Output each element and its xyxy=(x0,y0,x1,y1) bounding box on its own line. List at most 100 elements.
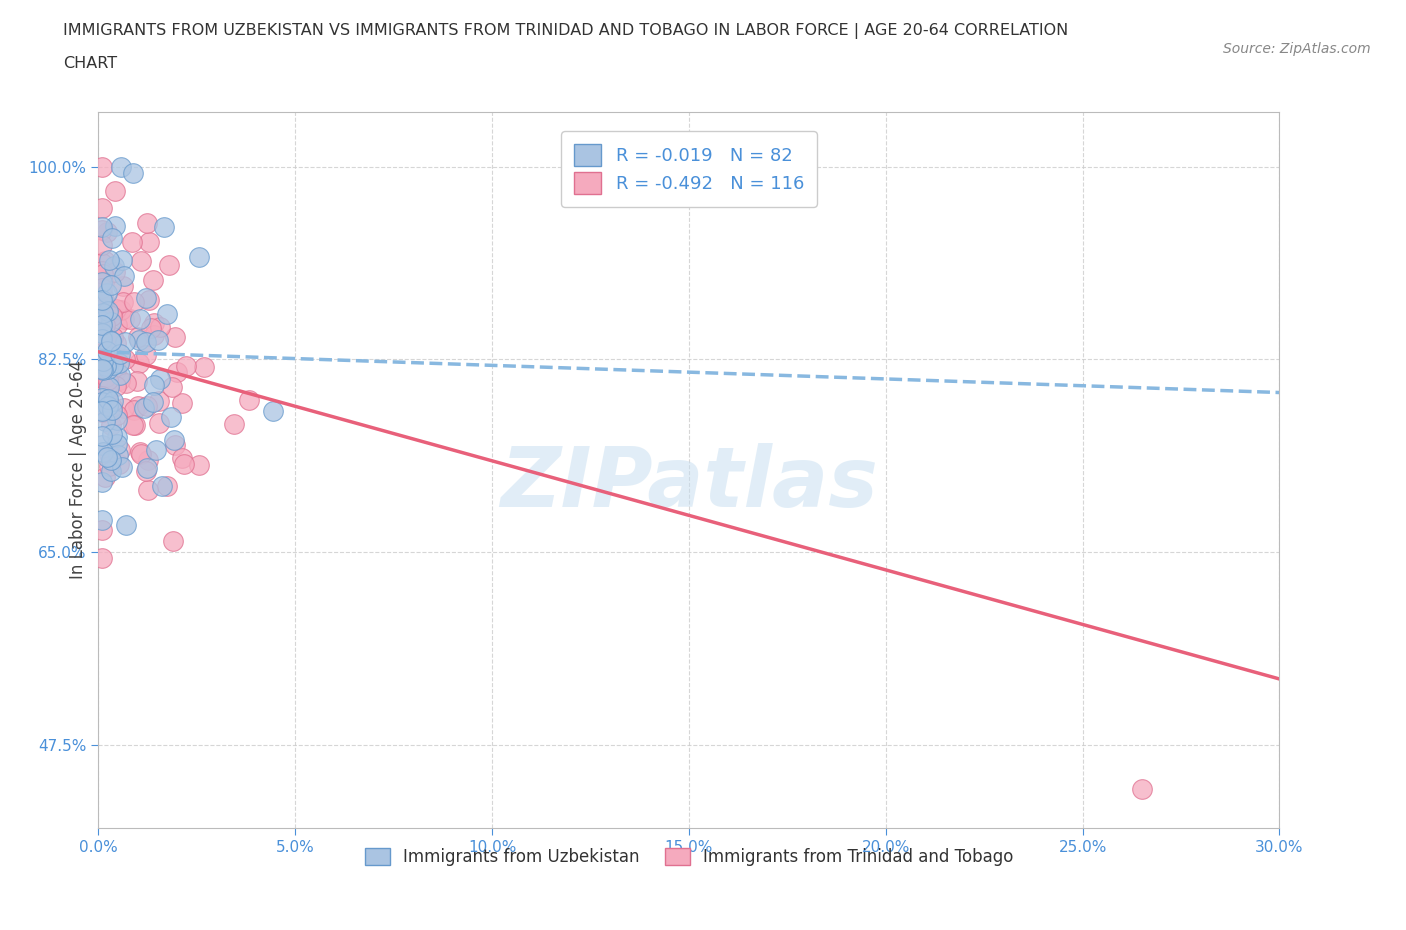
Point xyxy=(149,320,172,335)
Point xyxy=(104,219,127,233)
Point xyxy=(91,428,114,443)
Point xyxy=(121,418,143,432)
Point xyxy=(125,374,148,389)
Point xyxy=(1130,782,1153,797)
Point xyxy=(150,479,173,494)
Point xyxy=(91,288,114,303)
Point xyxy=(120,312,142,326)
Point xyxy=(139,321,162,336)
Point xyxy=(128,355,150,370)
Point xyxy=(105,430,128,445)
Point xyxy=(224,417,246,432)
Point xyxy=(91,326,114,340)
Point xyxy=(100,455,122,470)
Point xyxy=(100,463,122,478)
Point xyxy=(166,365,188,379)
Point xyxy=(91,388,114,403)
Point xyxy=(91,159,114,174)
Point xyxy=(94,306,117,321)
Point xyxy=(187,458,209,472)
Point xyxy=(101,330,124,345)
Point xyxy=(135,347,157,362)
Point xyxy=(96,358,118,373)
Point xyxy=(127,329,149,344)
Point xyxy=(142,394,165,409)
Point xyxy=(96,303,118,318)
Point xyxy=(91,338,114,352)
Point xyxy=(138,234,160,249)
Point xyxy=(100,314,122,329)
Point xyxy=(110,303,132,318)
Point xyxy=(105,379,128,393)
Point xyxy=(94,325,117,339)
Point xyxy=(148,415,170,430)
Point xyxy=(91,340,114,355)
Point xyxy=(142,378,165,392)
Point xyxy=(93,318,115,333)
Point xyxy=(91,354,114,369)
Point xyxy=(101,426,124,441)
Point xyxy=(128,333,150,348)
Point xyxy=(91,311,114,325)
Point xyxy=(111,279,134,294)
Point xyxy=(100,418,122,432)
Point xyxy=(91,317,114,332)
Point xyxy=(172,450,194,465)
Point xyxy=(91,301,114,316)
Point xyxy=(91,352,114,367)
Point xyxy=(135,461,157,476)
Point xyxy=(173,457,195,472)
Point xyxy=(91,363,114,378)
Point xyxy=(91,336,114,351)
Point xyxy=(91,256,114,271)
Point xyxy=(91,353,114,368)
Point xyxy=(100,231,122,246)
Text: CHART: CHART xyxy=(63,56,117,71)
Point xyxy=(98,458,121,473)
Point xyxy=(262,404,284,418)
Point xyxy=(97,253,120,268)
Point xyxy=(163,437,186,452)
Point xyxy=(193,360,215,375)
Point xyxy=(91,474,114,489)
Point xyxy=(148,393,170,408)
Point xyxy=(93,266,115,281)
Point xyxy=(91,394,114,409)
Point xyxy=(114,352,136,366)
Text: ZIPatlas: ZIPatlas xyxy=(501,444,877,525)
Point xyxy=(129,446,152,461)
Text: IMMIGRANTS FROM UZBEKISTAN VS IMMIGRANTS FROM TRINIDAD AND TOBAGO IN LABOR FORCE: IMMIGRANTS FROM UZBEKISTAN VS IMMIGRANTS… xyxy=(63,23,1069,39)
Point xyxy=(91,365,114,379)
Y-axis label: In Labor Force | Age 20-64: In Labor Force | Age 20-64 xyxy=(69,360,87,579)
Point xyxy=(103,184,125,199)
Point xyxy=(105,336,128,351)
Point xyxy=(129,253,152,268)
Point xyxy=(108,442,131,457)
Point xyxy=(170,395,193,410)
Point xyxy=(91,222,114,237)
Point xyxy=(91,304,114,319)
Point xyxy=(91,273,114,288)
Legend: Immigrants from Uzbekistan, Immigrants from Trinidad and Tobago: Immigrants from Uzbekistan, Immigrants f… xyxy=(359,842,1019,873)
Point xyxy=(96,369,118,384)
Point xyxy=(94,313,117,328)
Point xyxy=(97,362,120,377)
Point xyxy=(105,318,128,333)
Point xyxy=(96,327,118,342)
Point xyxy=(122,166,145,180)
Point xyxy=(96,225,118,240)
Point xyxy=(91,551,114,565)
Point xyxy=(96,392,118,407)
Point xyxy=(101,309,124,324)
Point xyxy=(91,445,114,459)
Point xyxy=(149,371,172,386)
Point xyxy=(174,359,197,374)
Point xyxy=(112,400,135,415)
Point xyxy=(156,307,179,322)
Point xyxy=(129,312,152,326)
Point xyxy=(100,278,122,293)
Point xyxy=(136,216,159,231)
Point xyxy=(96,309,118,324)
Point xyxy=(155,479,177,494)
Point xyxy=(129,445,152,459)
